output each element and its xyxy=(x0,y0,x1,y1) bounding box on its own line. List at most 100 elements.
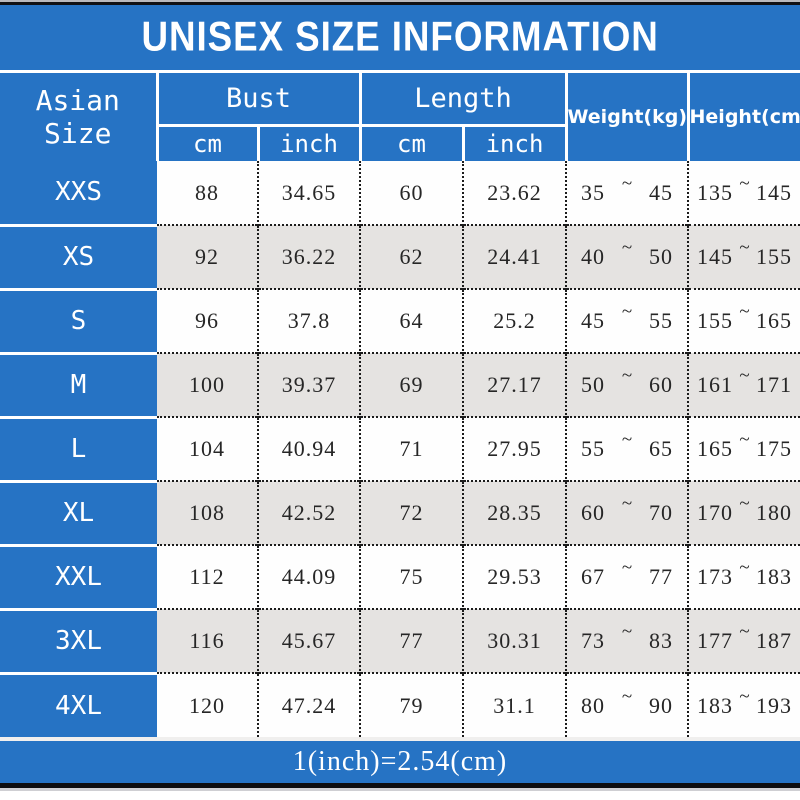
cell-weight-range: 45 ~55 xyxy=(565,288,689,353)
cell-size: XS xyxy=(0,223,157,289)
table-body: XXS 88 34.65 60 23.62 35 ~45 135 ~145 XS 9… xyxy=(0,161,800,737)
col-header-length-cm: cm xyxy=(358,123,463,161)
weight-max: 50 xyxy=(649,244,674,269)
cell-size: 4XL xyxy=(0,671,157,737)
tilde-glyph: ~ xyxy=(739,557,750,578)
cell-length-inch: 29.53 xyxy=(461,544,567,609)
cell-bust-cm: 120 xyxy=(157,672,258,737)
cell-length-cm: 64 xyxy=(359,288,463,353)
height-min: 165 xyxy=(697,436,734,461)
cell-height-range: 145 ~155 xyxy=(687,224,800,289)
cell-length-cm: 79 xyxy=(359,672,463,737)
cell-size: M xyxy=(0,351,157,417)
cell-height-range: 165 ~175 xyxy=(687,416,800,481)
conversion-note: 1(inch)=2.54(cm) xyxy=(292,746,508,777)
tilde-glyph: ~ xyxy=(621,365,633,386)
tilde-glyph: ~ xyxy=(621,685,633,707)
tilde-glyph: ~ xyxy=(621,493,633,514)
cell-size: XL xyxy=(0,479,157,545)
cell-bust-cm: 92 xyxy=(157,224,258,289)
tilde-glyph: ~ xyxy=(621,237,633,258)
cell-length-inch: 31.1 xyxy=(461,672,567,737)
cell-length-inch: 23.62 xyxy=(461,161,567,225)
tilde-glyph: ~ xyxy=(739,621,750,642)
weight-max: 90 xyxy=(649,692,674,718)
tilde-glyph: ~ xyxy=(739,429,750,450)
cell-weight-range: 67 ~77 xyxy=(565,544,689,609)
cell-height-range: 173 ~183 xyxy=(687,544,800,609)
cell-bust-cm: 112 xyxy=(157,544,258,609)
cell-length-inch: 27.17 xyxy=(461,352,567,417)
weight-min: 50 xyxy=(581,372,606,397)
col-header-bust: Bust xyxy=(155,73,360,125)
top-edge-strip xyxy=(0,0,800,2)
col-header-bust-inch: inch xyxy=(256,123,360,161)
cell-length-inch: 28.35 xyxy=(461,480,567,545)
table-row-4xl: 4XL 120 47.24 79 31.1 80 ~90 183 ~193 xyxy=(0,671,800,737)
table-row-3xl: 3XL 116 45.67 77 30.31 73 ~83 177 ~187 xyxy=(0,607,800,673)
cell-weight-range: 35 ~45 xyxy=(565,161,689,225)
col-header-bust-cm: cm xyxy=(155,123,258,161)
cell-height-range: 170 ~180 xyxy=(687,480,800,545)
cell-bust-inch: 42.52 xyxy=(257,480,360,545)
table-row-xl: XL 108 42.52 72 28.35 60 ~70 170 ~180 xyxy=(0,479,800,545)
tilde-glyph: ~ xyxy=(739,493,750,514)
table-row-xs: XS 92 36.22 62 24.41 40 ~50 145 ~155 xyxy=(0,223,800,289)
height-max: 145 xyxy=(756,179,793,205)
bottom-edge-strip xyxy=(0,788,800,791)
cell-size: 3XL xyxy=(0,607,157,673)
cell-bust-cm: 96 xyxy=(157,288,258,353)
footer-bar: 1(inch)=2.54(cm) xyxy=(0,741,800,788)
cell-height-range: 135 ~145 xyxy=(687,161,800,225)
height-max: 165 xyxy=(756,308,793,333)
size-table: Asian Size Bust Length Weight(kg) Height… xyxy=(0,73,800,737)
weight-max: 77 xyxy=(649,564,674,589)
cell-bust-inch: 47.24 xyxy=(257,672,360,737)
weight-min: 60 xyxy=(581,500,606,525)
weight-min: 67 xyxy=(581,564,606,589)
table-row-m: M 100 39.37 69 27.17 50 ~60 161 ~171 xyxy=(0,351,800,417)
cell-weight-range: 73 ~83 xyxy=(565,608,689,673)
cell-bust-cm: 88 xyxy=(157,161,258,225)
cell-weight-range: 50 ~60 xyxy=(565,352,689,417)
cell-size: S xyxy=(0,287,157,353)
weight-max: 70 xyxy=(649,500,674,525)
cell-bust-cm: 104 xyxy=(157,416,258,481)
col-header-weight: Weight(kg) xyxy=(564,73,689,161)
table-header: Asian Size Bust Length Weight(kg) Height… xyxy=(0,73,800,161)
tilde-glyph: ~ xyxy=(739,172,750,194)
cell-bust-inch: 40.94 xyxy=(257,416,360,481)
tilde-glyph: ~ xyxy=(739,365,750,386)
weight-min: 55 xyxy=(581,436,606,461)
height-max: 175 xyxy=(756,436,793,461)
cell-bust-inch: 39.37 xyxy=(257,352,360,417)
tilde-glyph: ~ xyxy=(739,237,750,258)
tilde-glyph: ~ xyxy=(621,301,633,322)
cell-bust-cm: 100 xyxy=(157,352,258,417)
title-bar: UNISEX SIZE INFORMATION xyxy=(0,5,800,73)
weight-max: 83 xyxy=(649,628,674,653)
col-header-asian-size: Asian Size xyxy=(0,73,157,161)
height-min: 177 xyxy=(697,628,734,653)
tilde-glyph: ~ xyxy=(621,621,633,642)
weight-max: 60 xyxy=(649,372,674,397)
cell-bust-cm: 116 xyxy=(157,608,258,673)
cell-size: XXL xyxy=(0,543,157,609)
height-max: 171 xyxy=(756,372,793,397)
cell-length-cm: 60 xyxy=(359,161,463,225)
height-min: 173 xyxy=(697,564,734,589)
cell-bust-inch: 34.65 xyxy=(257,161,360,225)
cell-height-range: 155 ~165 xyxy=(687,288,800,353)
cell-bust-inch: 44.09 xyxy=(257,544,360,609)
page-title: UNISEX SIZE INFORMATION xyxy=(141,13,659,61)
table-row-xxl: XXL 112 44.09 75 29.53 67 ~77 173 ~183 xyxy=(0,543,800,609)
height-max: 183 xyxy=(756,564,793,589)
height-min: 183 xyxy=(697,692,734,718)
cell-weight-range: 40 ~50 xyxy=(565,224,689,289)
cell-length-cm: 72 xyxy=(359,480,463,545)
cell-size: L xyxy=(0,415,157,481)
cell-weight-range: 55 ~65 xyxy=(565,416,689,481)
tilde-glyph: ~ xyxy=(621,172,633,194)
cell-length-cm: 75 xyxy=(359,544,463,609)
